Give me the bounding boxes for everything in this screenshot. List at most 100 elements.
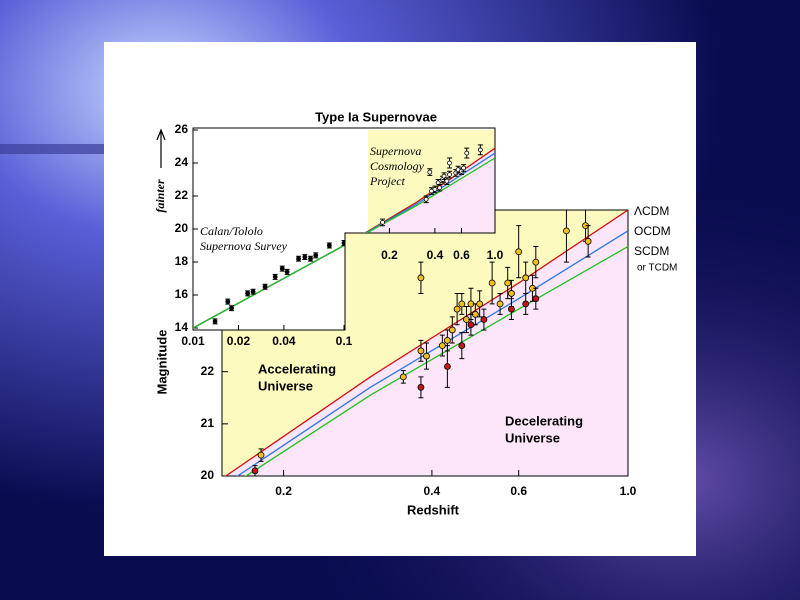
data-point [423,196,429,202]
y-tick-label: 21 [201,416,215,430]
data-point [480,316,488,323]
data-point [515,248,523,256]
data-point [417,383,425,391]
data-point [464,150,470,156]
inset-x-tick-label: 0.6 [453,248,470,262]
inset-decelerating-region [368,148,495,233]
data-point [432,186,438,192]
data-point [477,147,483,153]
data-point [229,305,234,311]
data-point [427,169,433,175]
inset-x-tick-label: 0.01 [181,334,205,348]
legend-entry: ΛCDM [634,204,669,218]
data-point [417,274,425,282]
data-point [504,279,512,287]
model-line [224,210,628,476]
x-axis-label: Redshift [407,502,460,517]
model-line [193,157,495,329]
data-point [212,318,218,324]
data-point [584,237,592,245]
inset-y-tick-label: 20 [175,221,189,235]
legend-entry: OCDM [634,224,671,238]
data-point [563,227,570,235]
data-point [251,467,259,475]
data-point [399,373,407,381]
inset-annotation: Supernova [370,144,421,158]
inset-annotation: Calan/Tololo [200,224,263,238]
background-stripe [0,144,104,154]
data-point [496,300,504,308]
data-point [423,352,430,360]
inset-y-tick-label: 14 [175,320,189,334]
data-point [313,252,319,258]
inset-y-tick-label: 18 [175,254,189,268]
inset-y-tick-label: 26 [175,122,189,136]
data-point [443,363,451,370]
series-layer [224,210,628,476]
inset-x-tick-label: 0.04 [272,334,296,348]
data-point [257,451,265,459]
data-point [380,219,385,225]
inset-annotation: Supernova Survey [200,239,288,253]
x-tick-label: 1.0 [620,484,637,498]
data-point [438,342,446,350]
y-tick-label: 22 [201,364,215,378]
annotation: or TCDM [637,263,677,274]
data-point [284,269,290,275]
data-point [458,342,466,350]
x-tick-label: 0.2 [275,484,292,498]
annotation: Universe [505,430,560,445]
inset-y-tick-label: 16 [175,287,189,301]
data-point [444,178,450,184]
inset-x-tick-label: 0.02 [227,334,251,348]
y-tick-label: 20 [201,468,215,482]
inset-annotation: Cosmology [370,159,425,173]
data-point [326,243,332,248]
data-point [453,305,461,313]
data-point [441,173,447,179]
data-point [448,326,456,334]
data-point [296,256,301,262]
inset-y-tick-label: 24 [175,155,189,169]
inset-x-tick-label: 0.1 [336,334,353,348]
data-point [522,274,530,282]
series-layer [193,144,495,329]
inset-x-tick-label: 0.4 [427,248,444,262]
x-tick-label: 0.6 [510,484,527,498]
data-point [417,347,425,355]
data-point [447,160,452,166]
annotation: Accelerating [258,361,336,376]
data-point [279,266,285,272]
inset-y-tick-label: 22 [175,188,189,202]
inset-annotation: Project [369,174,406,188]
inset-y-axis-label: fainter [153,179,167,213]
legend-entry: SCDM [634,244,669,258]
data-point [476,300,484,308]
data-point [308,256,313,262]
data-point [508,305,515,313]
annotation: Decelerating [505,413,583,428]
data-point [532,295,540,303]
data-point [467,321,475,329]
chart-title: Type Ia Supernovae [315,109,437,124]
model-line [244,245,628,476]
fainter-arrow [156,128,166,168]
inset-plot: 0.01 0.02 0.04 0.1 0.2 0.4 0.6 1.0 14 16 18 20 22 24 2… [175,122,504,348]
data-point [447,172,452,177]
data-point [458,300,466,308]
data-point [245,290,251,296]
data-point [272,274,278,280]
data-point [437,185,443,191]
data-point [532,258,540,266]
data-point [488,279,496,287]
data-point [443,336,451,344]
inset-x-tick-label: 1.0 [487,248,504,262]
inset-x-tick-label: 0.2 [381,248,398,262]
data-point [302,254,308,260]
annotation: Universe [258,378,313,393]
data-point [225,299,231,305]
data-point [522,300,530,308]
data-point [508,290,515,297]
